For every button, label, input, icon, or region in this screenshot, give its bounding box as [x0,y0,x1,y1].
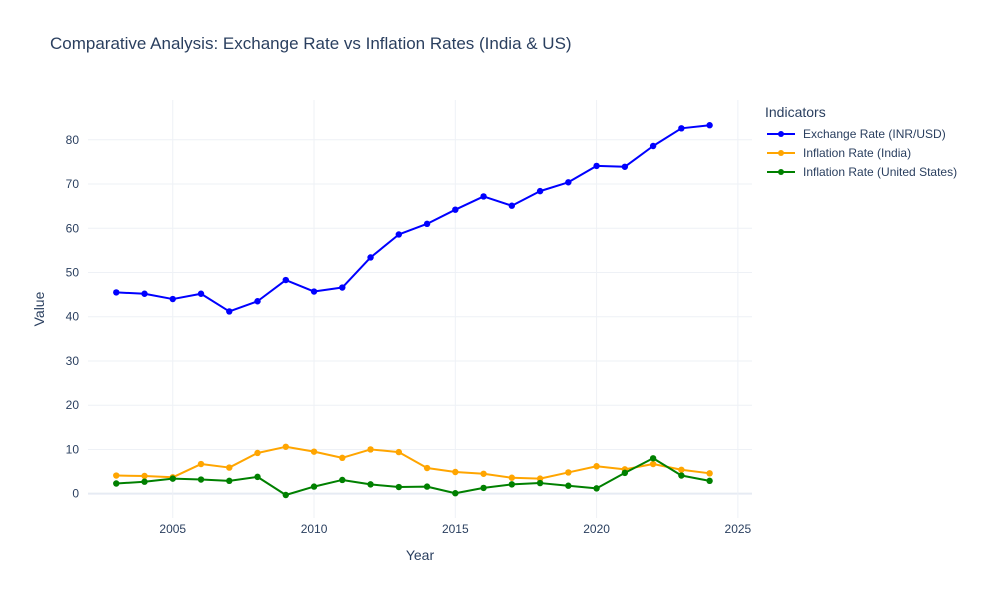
series-0-point[interactable] [113,289,120,296]
series-0-point[interactable] [282,276,289,284]
series-1-point[interactable] [452,468,459,476]
series-1-point[interactable] [310,448,318,455]
series-1-point[interactable] [113,472,120,479]
series-2-point[interactable] [282,491,289,499]
series-0-point[interactable] [508,202,516,209]
series-2-point[interactable] [706,477,713,485]
y-tick-label: 40 [66,310,80,324]
series-line-0 [116,124,710,313]
legend-label-inflation-india: Inflation Rate (India) [803,145,912,160]
y-tick-label: 10 [66,442,80,456]
axis-layer: 0 10 20 30 40 50 60 70 80 2005 2010 2015 2020 2025 [66,133,752,536]
legend-item-exchange-rate[interactable]: Exchange Rate (INR/USD) [765,124,957,143]
series-2-point[interactable] [536,479,544,487]
series-2-point[interactable] [395,483,403,491]
series-2-point[interactable] [367,481,374,488]
y-tick-label: 60 [66,221,80,235]
series-2-point[interactable] [339,476,346,484]
series-2-point[interactable] [621,469,629,477]
series-1-point[interactable] [593,463,600,470]
series-0-point[interactable] [197,290,205,297]
grid-layer [88,100,752,518]
series-1-point[interactable] [678,466,685,473]
y-tick-label: 20 [66,398,80,412]
series-1-point[interactable] [423,464,431,472]
series-0-point[interactable] [339,284,346,291]
x-tick-label: 2010 [301,522,328,536]
y-tick-label: 70 [66,177,80,191]
legend-label-inflation-us: Inflation Rate (United States) [803,164,958,179]
series-2-point[interactable] [678,472,685,479]
y-tick-label: 80 [66,133,80,147]
series-2-point[interactable] [141,478,148,485]
series-1-point[interactable] [254,449,261,457]
legend-swatch-inflation-india [767,149,795,156]
legend-item-inflation-india[interactable]: Inflation Rate (India) [765,143,957,162]
legend: Indicators Exchange Rate (INR/USD) Infla… [765,104,957,181]
series-0-point[interactable] [593,162,600,170]
series-0-point[interactable] [706,122,713,129]
x-tick-label: 2020 [583,522,610,536]
series-0-point[interactable] [565,179,572,186]
chart-title: Comparative Analysis: Exchange Rate vs I… [50,34,572,53]
series-2-point[interactable] [310,483,318,490]
series-0-point[interactable] [678,125,685,132]
series-1-point[interactable] [197,460,205,468]
series-2-point[interactable] [169,475,176,482]
series-0-point[interactable] [169,295,176,303]
legend-swatch-inflation-us [767,168,795,175]
series-2-point[interactable] [423,483,431,490]
series-2-point[interactable] [593,485,600,492]
series-0-point[interactable] [423,220,431,228]
series-0-point[interactable] [310,288,318,295]
series-0-point[interactable] [621,163,629,170]
series-1-point[interactable] [141,472,148,480]
series-0-point[interactable] [649,142,657,150]
series-0-point[interactable] [367,254,374,261]
legend-swatch-exchange-rate [767,130,795,137]
y-tick-label: 50 [66,266,80,280]
x-tick-label: 2005 [159,522,186,536]
y-tick-label: 30 [66,354,80,368]
series-0-point[interactable] [452,206,459,213]
series-2-point[interactable] [254,473,261,481]
series-2-point[interactable] [649,455,657,462]
series-1-point[interactable] [282,443,289,450]
series-2-point[interactable] [565,482,572,489]
series-line-2 [116,457,710,496]
y-tick-label: 0 [72,487,79,501]
legend-title: Indicators [765,104,826,120]
series-0-point[interactable] [141,290,148,297]
series-2-point[interactable] [508,481,516,488]
y-axis-title: Value [31,291,47,326]
series-0-point[interactable] [536,187,544,195]
series-2-point[interactable] [113,480,120,487]
series-0-point[interactable] [226,308,233,315]
series-2-point[interactable] [197,476,205,483]
x-tick-label: 2015 [442,522,469,536]
series-2-point[interactable] [226,477,233,485]
series-1-point[interactable] [649,460,657,468]
series-1-point[interactable] [367,446,374,453]
series-1-point[interactable] [565,469,572,476]
series-1-point[interactable] [508,474,516,481]
series-1-point[interactable] [706,470,713,477]
series-1-point[interactable] [339,454,346,462]
series-1-point[interactable] [536,475,544,482]
legend-item-inflation-us[interactable]: Inflation Rate (United States) [765,162,957,181]
series-0-point[interactable] [480,193,487,200]
x-tick-label: 2025 [725,522,752,536]
series-layer [113,122,713,499]
series-2-point[interactable] [452,490,459,497]
x-axis-title: Year [406,547,435,563]
series-2-point[interactable] [480,484,487,492]
legend-label-exchange-rate: Exchange Rate (INR/USD) [803,126,946,141]
series-1-point[interactable] [480,470,487,477]
series-0-point[interactable] [395,231,403,238]
series-line-1 [116,445,710,480]
series-0-point[interactable] [254,298,261,305]
series-1-point[interactable] [395,448,403,456]
series-1-point[interactable] [226,464,233,471]
